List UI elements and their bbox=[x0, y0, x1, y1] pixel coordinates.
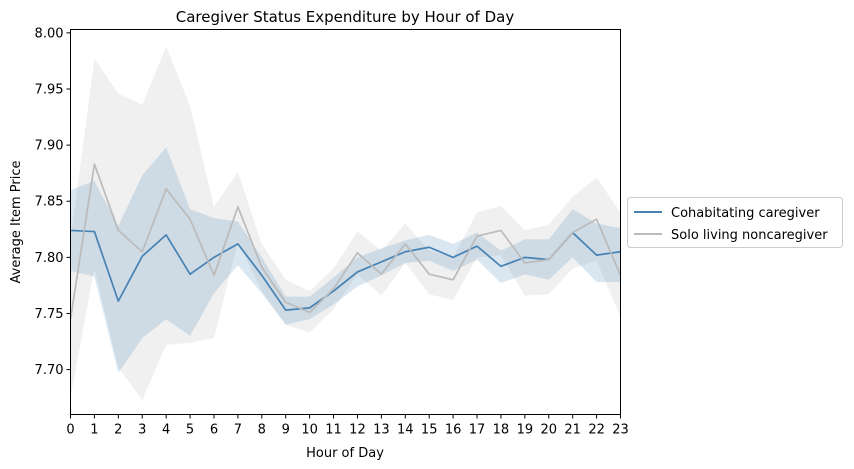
x-tick-label: 0 bbox=[66, 423, 74, 438]
x-tick-label: 7 bbox=[234, 423, 242, 438]
x-tick-label: 4 bbox=[162, 423, 170, 438]
y-tick-label: 7.70 bbox=[35, 363, 64, 378]
x-tick-label: 20 bbox=[540, 423, 557, 438]
x-tick-label: 8 bbox=[258, 423, 266, 438]
y-tick-label: 7.75 bbox=[35, 307, 64, 322]
legend-label-solo-living-noncaregiver: Solo living noncaregiver bbox=[671, 228, 828, 243]
x-tick-label: 17 bbox=[469, 423, 486, 438]
x-tick-label: 3 bbox=[138, 423, 146, 438]
y-axis-label: Average Item Price bbox=[9, 161, 24, 284]
y-tick-label: 8.00 bbox=[35, 26, 64, 41]
series-line-solo-living-noncaregiver bbox=[69, 163, 622, 320]
x-tick-label: 13 bbox=[373, 423, 390, 438]
x-axis: 0 1 2 3 4 5 6 7 8 9 10 11 12 13 14 15 16 17 18 19 20 21 22 23 bbox=[66, 414, 629, 438]
x-axis-label: Hour of Day bbox=[306, 446, 384, 461]
series-lines bbox=[69, 163, 622, 320]
x-tick-label: 22 bbox=[588, 423, 605, 438]
y-tick-label: 7.95 bbox=[35, 82, 64, 97]
legend: Cohabitating caregiver Solo living nonca… bbox=[627, 197, 843, 248]
x-tick-label: 11 bbox=[325, 423, 342, 438]
confidence-bands bbox=[70, 46, 621, 400]
x-tick-label: 16 bbox=[445, 423, 462, 438]
x-tick-label: 14 bbox=[397, 423, 414, 438]
y-tick-label: 7.90 bbox=[35, 139, 64, 154]
x-tick-label: 15 bbox=[421, 423, 438, 438]
x-tick-label: 1 bbox=[90, 423, 98, 438]
x-tick-label: 18 bbox=[493, 423, 510, 438]
x-tick-label: 6 bbox=[210, 423, 218, 438]
confidence-band-solo-living-noncaregiver bbox=[70, 46, 621, 400]
y-axis: 7.70 7.75 7.80 7.85 7.90 7.95 8.00 bbox=[35, 26, 71, 378]
legend-frame bbox=[627, 197, 843, 248]
plot-area-frame bbox=[70, 29, 621, 415]
x-tick-label: 10 bbox=[301, 423, 318, 438]
x-tick-label: 23 bbox=[612, 423, 629, 438]
y-tick-label: 7.85 bbox=[35, 195, 64, 210]
x-tick-label: 5 bbox=[186, 423, 194, 438]
confidence-band-cohabitating-caregiver bbox=[70, 147, 621, 373]
x-tick-label: 21 bbox=[564, 423, 581, 438]
series-line-cohabitating-caregiver bbox=[70, 229, 621, 311]
x-tick-label: 19 bbox=[517, 423, 534, 438]
legend-label-cohabitating-caregiver: Cohabitating caregiver bbox=[671, 206, 820, 221]
x-tick-label: 12 bbox=[349, 423, 366, 438]
chart-title: Caregiver Status Expenditure by Hour of … bbox=[176, 8, 515, 26]
x-tick-label: 9 bbox=[282, 423, 290, 438]
y-tick-label: 7.80 bbox=[35, 251, 64, 266]
x-tick-label: 2 bbox=[114, 423, 122, 438]
